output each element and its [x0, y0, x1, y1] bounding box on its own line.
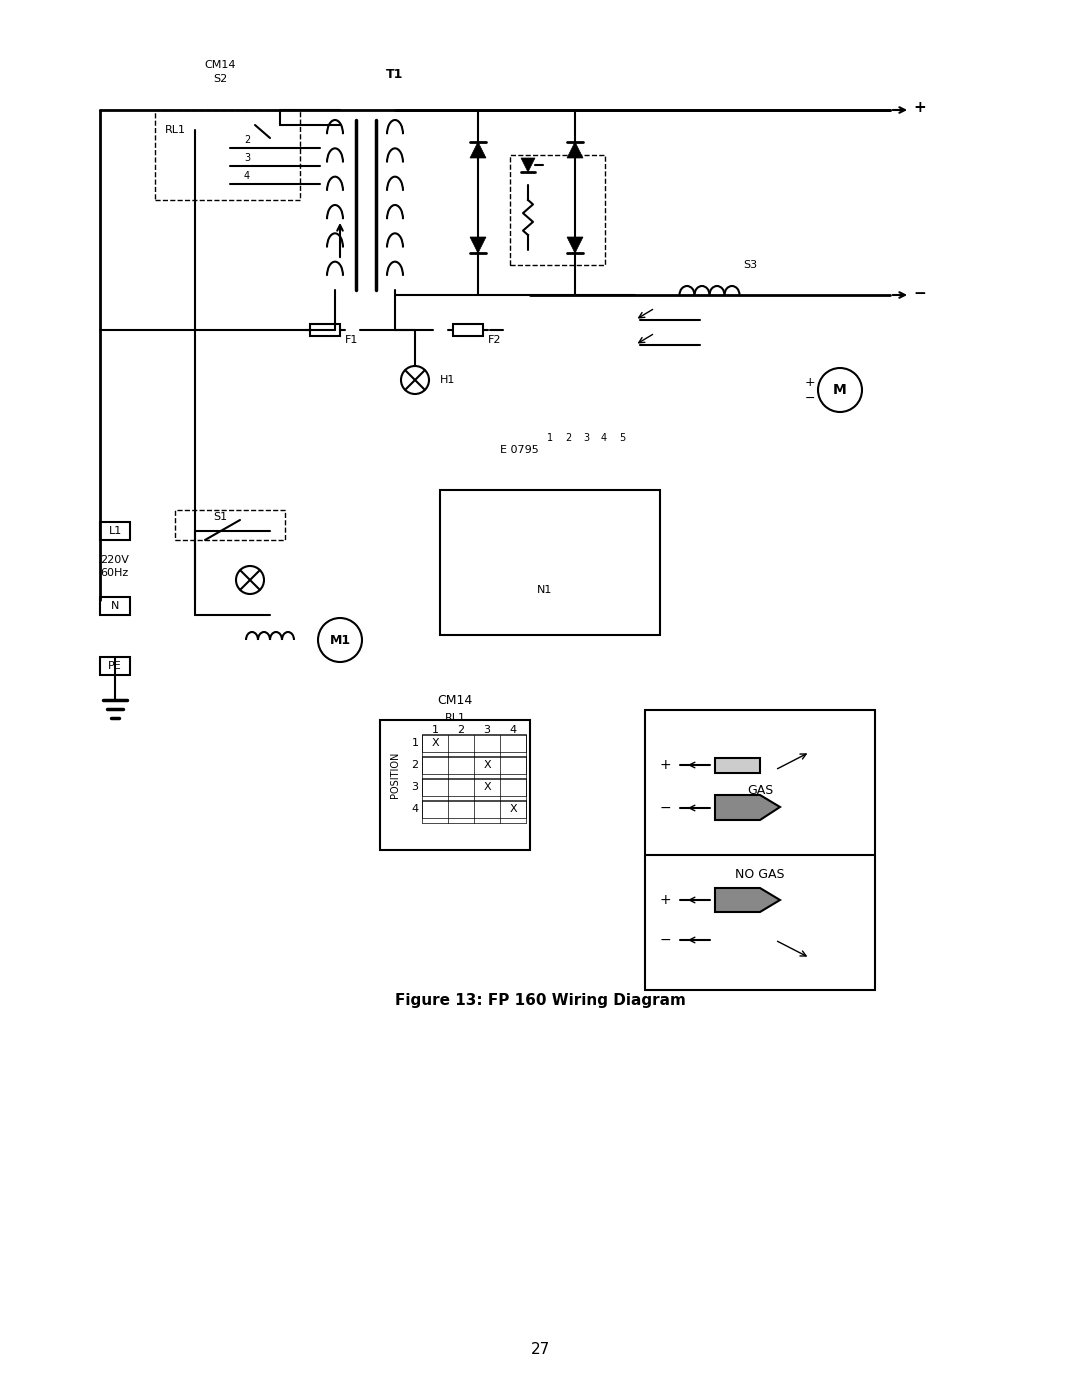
Text: 60Hz: 60Hz	[100, 569, 129, 578]
Text: 2: 2	[565, 433, 571, 443]
Text: 27: 27	[530, 1343, 550, 1358]
Bar	[100, 657, 130, 675]
Text: 3: 3	[244, 154, 251, 163]
Bar	[156, 110, 300, 200]
Text: 4: 4	[411, 805, 419, 814]
Text: +: +	[914, 101, 927, 116]
Text: S3: S3	[743, 260, 757, 270]
Bar	[715, 759, 760, 773]
Text: M: M	[833, 383, 847, 397]
Text: F1: F1	[345, 335, 359, 345]
Text: −: −	[659, 933, 671, 947]
Text: H1: H1	[440, 374, 456, 386]
Text: 4: 4	[600, 433, 607, 443]
Text: −: −	[659, 800, 671, 814]
Polygon shape	[470, 142, 486, 158]
Bar	[440, 490, 660, 636]
Text: −: −	[805, 391, 815, 405]
Text: +: +	[805, 376, 815, 388]
Text: 1: 1	[432, 725, 438, 735]
Text: N1: N1	[538, 585, 553, 595]
Bar	[645, 710, 875, 990]
Polygon shape	[470, 237, 486, 253]
Bar	[422, 778, 526, 796]
Bar	[380, 719, 530, 849]
Bar	[100, 597, 130, 615]
Text: E 0795: E 0795	[500, 446, 539, 455]
Text: X: X	[483, 782, 490, 792]
Text: 3: 3	[484, 725, 490, 735]
Text: 2: 2	[411, 760, 419, 770]
Text: 1: 1	[411, 738, 419, 747]
Polygon shape	[567, 142, 583, 158]
Text: RL1: RL1	[445, 712, 465, 724]
Bar	[510, 155, 605, 265]
Polygon shape	[715, 795, 780, 820]
Polygon shape	[567, 237, 583, 253]
Text: S2: S2	[213, 74, 227, 84]
Text: L1: L1	[108, 527, 122, 536]
Text: X: X	[483, 760, 490, 770]
Text: X: X	[431, 738, 438, 747]
Text: 220V: 220V	[100, 555, 129, 564]
Text: 5: 5	[619, 433, 625, 443]
Bar	[422, 756, 526, 774]
Text: T1: T1	[387, 68, 404, 81]
Bar	[100, 522, 130, 541]
Text: 4: 4	[244, 170, 251, 182]
Text: 2: 2	[244, 136, 251, 145]
Text: N: N	[111, 601, 119, 610]
Text: Figure 13: FP 160 Wiring Diagram: Figure 13: FP 160 Wiring Diagram	[394, 992, 686, 1007]
Text: S1: S1	[213, 511, 227, 522]
Text: 4: 4	[510, 725, 516, 735]
Bar	[422, 800, 526, 819]
Text: 2: 2	[458, 725, 464, 735]
Text: +: +	[659, 893, 671, 907]
Text: 3: 3	[411, 782, 419, 792]
Text: X: X	[509, 805, 517, 814]
Polygon shape	[521, 158, 535, 172]
Text: POSITION: POSITION	[390, 752, 400, 798]
Text: −: −	[914, 285, 927, 300]
Text: CM14: CM14	[437, 693, 473, 707]
Bar	[453, 324, 483, 337]
Text: PE: PE	[108, 661, 122, 671]
Text: F2: F2	[488, 335, 501, 345]
Text: GAS: GAS	[747, 784, 773, 796]
Text: NO GAS: NO GAS	[735, 869, 785, 882]
Text: +: +	[659, 759, 671, 773]
Bar	[175, 510, 285, 541]
Text: 1: 1	[546, 433, 553, 443]
Text: M1: M1	[329, 633, 351, 647]
Text: 3: 3	[583, 433, 589, 443]
Bar	[422, 733, 526, 752]
Bar	[310, 324, 340, 337]
Text: CM14: CM14	[204, 60, 235, 70]
Text: RL1: RL1	[165, 124, 186, 136]
Polygon shape	[715, 888, 780, 912]
